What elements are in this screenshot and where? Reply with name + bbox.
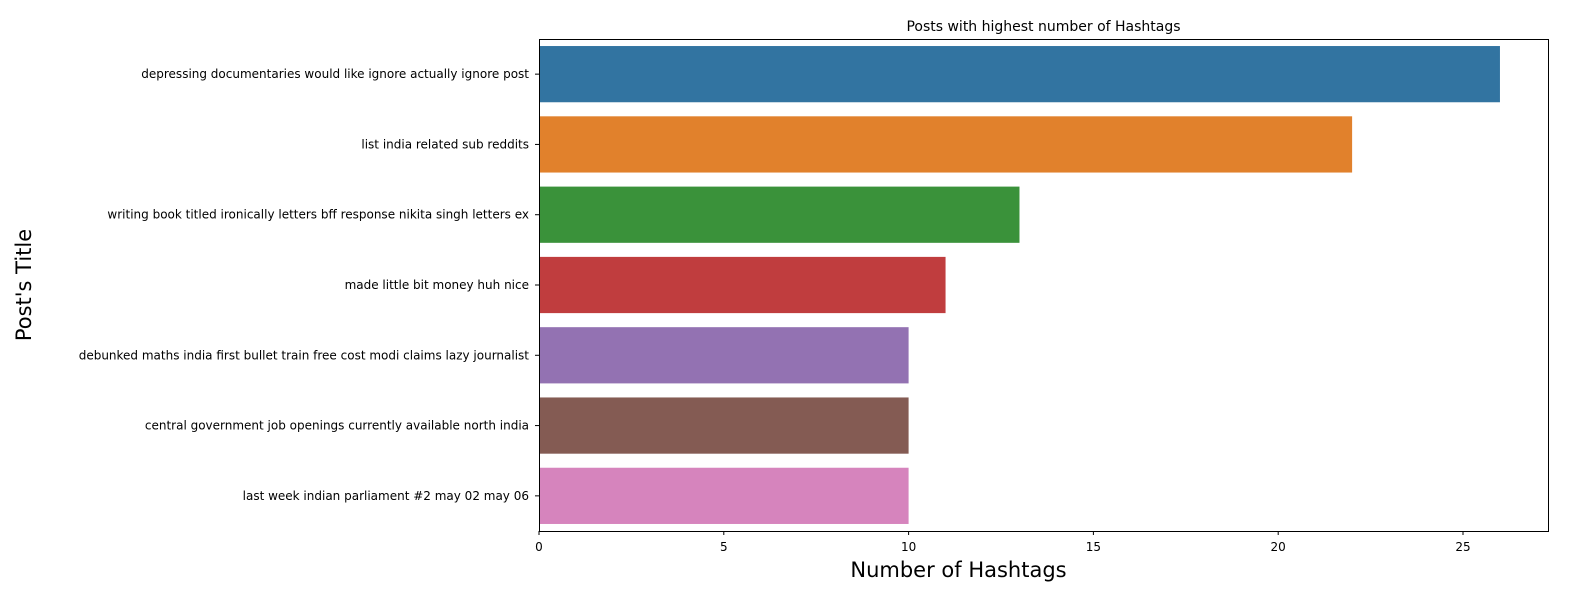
plot-frame	[539, 39, 1549, 532]
y-category-label: debunked maths india first bullet train …	[79, 348, 530, 362]
y-category-label: writing book titled ironically letters b…	[107, 208, 529, 222]
bar	[539, 467, 909, 524]
bars-layer	[539, 46, 1500, 524]
bar	[539, 186, 1020, 243]
bar	[539, 256, 946, 314]
x-tick-label: 20	[1271, 540, 1286, 554]
y-category-label: depressing documentaries would like igno…	[141, 67, 529, 81]
x-axis-label: Number of Hashtags	[850, 558, 1066, 582]
bar	[539, 46, 1500, 103]
y-axis-label: Post's Title	[12, 229, 36, 341]
x-tick-label: 0	[535, 540, 543, 554]
y-category-label: made little bit money huh nice	[345, 278, 529, 292]
y-category-labels: depressing documentaries would like igno…	[79, 67, 539, 503]
x-tick-label: 10	[901, 540, 916, 554]
bar	[539, 327, 909, 384]
y-category-label: last week indian parliament #2 may 02 ma…	[243, 489, 529, 503]
x-tick-label: 15	[1086, 540, 1101, 554]
y-category-label: central government job openings currentl…	[145, 419, 529, 433]
bar	[539, 116, 1353, 173]
chart-title: Posts with highest number of Hashtags	[906, 19, 1180, 35]
bar	[539, 397, 909, 454]
x-tick-label: 25	[1455, 540, 1470, 554]
y-category-label: list india related sub reddits	[361, 137, 529, 151]
x-ticks: 0 5 10 15 20 25	[535, 531, 1471, 554]
x-tick-label: 5	[720, 540, 728, 554]
